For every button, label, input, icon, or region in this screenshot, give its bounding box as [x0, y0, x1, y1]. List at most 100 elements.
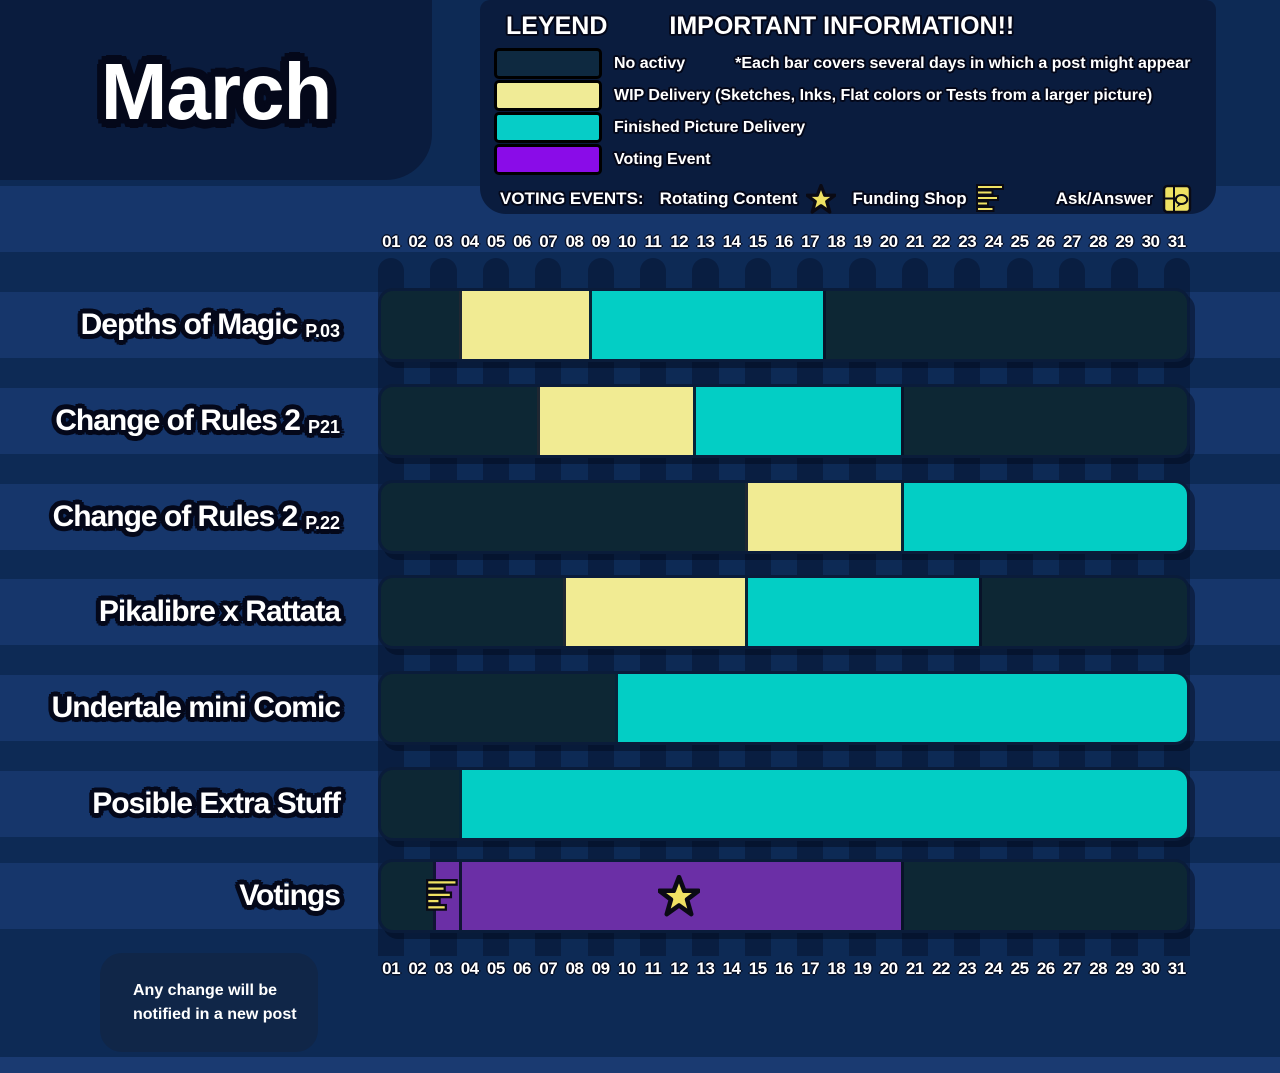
ask-answer-icon-wrap — [1162, 184, 1192, 214]
row-label-text: Undertale mini Comic — [51, 691, 341, 724]
bar-segment-na — [381, 291, 459, 359]
day-number: 06 — [513, 232, 531, 251]
bar-segment-wip — [537, 387, 693, 455]
voting-event-item: Funding Shop — [852, 184, 1005, 214]
day-number: 31 — [1167, 232, 1186, 251]
row-label-text: Posible Extra Stuff — [92, 787, 341, 820]
day-number: 14 — [722, 959, 741, 978]
row-label-suffix: P.03 — [305, 320, 340, 341]
day-number: 20 — [879, 232, 898, 251]
day-axis-bottom: 01 02 03 04 05 06 07 08 09 10 11 12 13 14 15 16 17 18 19 20… — [378, 959, 1190, 983]
legend-swatch-na — [494, 48, 602, 79]
legend-panel: LEYEND IMPORTANT INFORMATION!! No activy… — [480, 0, 1216, 214]
row-track — [378, 480, 1190, 554]
day-number: 23 — [958, 959, 977, 978]
legend-items: No activy *Each bar covers several days i… — [480, 48, 1216, 175]
star-icon — [805, 183, 838, 214]
bottom-strip — [0, 1057, 1280, 1073]
day-number: 15 — [748, 959, 767, 978]
month-title: March — [100, 47, 333, 136]
day-number: 08 — [565, 232, 584, 251]
bar-segment-na — [381, 483, 745, 551]
funding-shop-icon — [975, 184, 1004, 212]
bar-segment-na — [901, 387, 1187, 455]
day-number: 11 — [644, 959, 662, 978]
voting-event-item: Ask/Answer — [1056, 184, 1192, 214]
bar-segment-na — [823, 291, 1187, 359]
row-label: Depths of Magic P.03 — [0, 288, 358, 362]
month-panel: March — [0, 0, 432, 180]
day-number: 21 — [905, 232, 924, 251]
day-number: 09 — [591, 232, 610, 251]
ask-answer-icon — [1162, 184, 1192, 214]
day-number: 22 — [932, 959, 950, 978]
row-track — [378, 767, 1190, 841]
day-number: 06 — [513, 959, 531, 978]
voting-events-row: VOTING EVENTS: Rotating Content Funding S… — [500, 183, 1216, 214]
bar-segment-fin — [615, 674, 1187, 742]
day-number: 23 — [958, 232, 977, 251]
day-number: 12 — [670, 959, 689, 978]
row-label: Change of Rules 2 P.22 — [0, 480, 358, 554]
row-label-text: Change of Rules 2 — [52, 500, 299, 533]
bar-segment-na — [381, 578, 563, 646]
day-number: 08 — [565, 959, 584, 978]
legend-swatch-wip — [494, 80, 602, 111]
row-label-text: Votings — [239, 879, 341, 912]
day-number: 03 — [434, 232, 453, 251]
day-number: 02 — [408, 232, 427, 251]
day-number: 16 — [774, 959, 793, 978]
bar-segment-fin — [589, 291, 823, 359]
day-number: 24 — [984, 232, 1003, 251]
row-label-text: Pikalibre x Rattata — [98, 595, 341, 628]
day-number: 05 — [486, 232, 505, 251]
day-number: 09 — [591, 959, 610, 978]
day-number: 01 — [382, 232, 401, 251]
day-number: 11 — [644, 232, 662, 251]
day-number: 28 — [1089, 959, 1108, 978]
day-number: 19 — [853, 959, 872, 978]
bar-segment-na — [979, 578, 1187, 646]
day-number: 29 — [1115, 232, 1134, 251]
funding-shop-icon-wrap — [975, 184, 1006, 214]
legend-item: No activy *Each bar covers several days i… — [494, 48, 1216, 79]
day-number: 10 — [617, 959, 636, 978]
row-track — [378, 384, 1190, 458]
day-number: 03 — [434, 959, 453, 978]
day-number: 20 — [879, 959, 898, 978]
bar-segment-wip — [745, 483, 901, 551]
day-number: 30 — [1141, 232, 1160, 251]
day-number: 18 — [827, 232, 846, 251]
legend-label: Voting Event — [614, 150, 711, 168]
bar-segment-fin — [901, 483, 1187, 551]
day-number: 29 — [1115, 959, 1134, 978]
legend-swatch-vote — [494, 144, 602, 175]
row-label: Undertale mini Comic — [0, 671, 358, 745]
day-number: 01 — [382, 959, 401, 978]
bar-segment-fin — [459, 770, 1187, 838]
legend-swatch-fin — [494, 112, 602, 143]
row-track — [378, 288, 1190, 362]
bar-segment-na — [381, 770, 459, 838]
bar-segment-fin — [693, 387, 901, 455]
row-label: Change of Rules 2 P21 — [0, 384, 358, 458]
day-number: 18 — [827, 959, 846, 978]
voting-events-label: VOTING EVENTS: — [500, 189, 644, 208]
day-number: 26 — [1036, 232, 1055, 251]
bar-segment-na — [901, 862, 1187, 930]
row-track — [378, 671, 1190, 745]
day-number: 07 — [539, 232, 558, 251]
day-number: 12 — [670, 232, 689, 251]
legend-item: WIP Delivery (Sketches, Inks, Flat color… — [494, 80, 1216, 111]
day-number: 13 — [696, 959, 715, 978]
day-number: 15 — [748, 232, 767, 251]
row-label-suffix: P21 — [307, 416, 340, 437]
day-number: 17 — [801, 959, 820, 978]
bar-segment-na — [381, 862, 433, 930]
day-number: 22 — [932, 232, 950, 251]
legend-label: Finished Picture Delivery — [614, 118, 806, 136]
row-label-suffix: P.22 — [305, 512, 340, 533]
bar-segment-wip — [563, 578, 745, 646]
day-number: 26 — [1036, 959, 1055, 978]
